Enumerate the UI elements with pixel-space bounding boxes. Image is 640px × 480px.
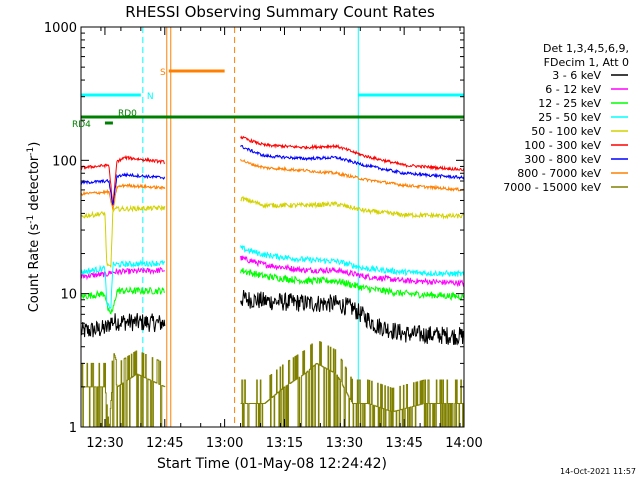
x-tick-label: 13:45 (385, 436, 422, 451)
flag-label: RD0 (118, 109, 137, 119)
series-line (81, 285, 165, 315)
legend-label: 12 - 25 keV (538, 97, 601, 110)
y-axis-label: Count Rate (s-1 detector-1) (26, 142, 42, 313)
legend-label: 50 - 100 keV (531, 125, 601, 138)
legend-label: 800 - 7000 keV (517, 167, 601, 180)
series-line (81, 313, 166, 338)
y-tick-label: 100 (52, 154, 77, 169)
legend-label: 25 - 50 keV (538, 111, 601, 124)
y-tick-label: 1000 (44, 21, 77, 36)
legend-label: 3 - 6 keV (552, 69, 601, 82)
flag-label: RD4 (72, 120, 91, 130)
x-tick-label: 13:30 (326, 436, 363, 451)
series-line (240, 145, 464, 180)
y-tick-label: 10 (60, 288, 77, 303)
legend-label: 100 - 300 keV (524, 139, 601, 152)
x-tick-label: 14:00 (445, 436, 482, 451)
flag-label: S (160, 68, 166, 78)
x-axis-label: Start Time (01-May-08 12:24:42) (157, 456, 387, 472)
series-line (81, 154, 166, 206)
legend-label: 7000 - 15000 keV (503, 181, 601, 194)
legend-label: 300 - 800 keV (524, 153, 601, 166)
series-line (240, 135, 464, 172)
flag-label: N (147, 92, 154, 102)
x-tick-label: 13:15 (266, 436, 303, 451)
legend-label: 6 - 12 keV (545, 83, 601, 96)
x-tick-label: 12:45 (146, 436, 183, 451)
timestamp: 14-Oct-2021 11:57 (560, 467, 636, 476)
y-tick-label: 1 (69, 421, 77, 436)
series-line (240, 290, 464, 346)
series-line (240, 341, 464, 427)
plot-frame (80, 26, 465, 428)
series-line (81, 172, 166, 206)
series-group (81, 135, 464, 427)
x-tick-label: 13:00 (206, 436, 243, 451)
series-line (240, 158, 464, 192)
series-line (240, 196, 464, 220)
x-tick-label: 12:30 (86, 436, 123, 451)
series-line (81, 266, 166, 281)
legend-header: Det 1,3,4,5,6,9, (543, 42, 629, 55)
chart-title: RHESSI Observing Summary Count Rates (125, 3, 435, 21)
series-line (81, 259, 166, 311)
series-line (81, 350, 166, 427)
series-line (240, 255, 464, 288)
legend: Det 1,3,4,5,6,9,FDecim 1, Att 03 - 6 keV… (503, 42, 629, 194)
legend-header: FDecim 1, Att 0 (544, 56, 629, 69)
series-line (240, 244, 464, 278)
axes: 1 10 100 1000 12:30 12:45 13:00 13:15 13:30 13:45… (44, 21, 483, 451)
flag-bars (81, 69, 464, 125)
series-line (240, 267, 464, 301)
series-line (81, 182, 166, 211)
series-line (81, 204, 166, 268)
